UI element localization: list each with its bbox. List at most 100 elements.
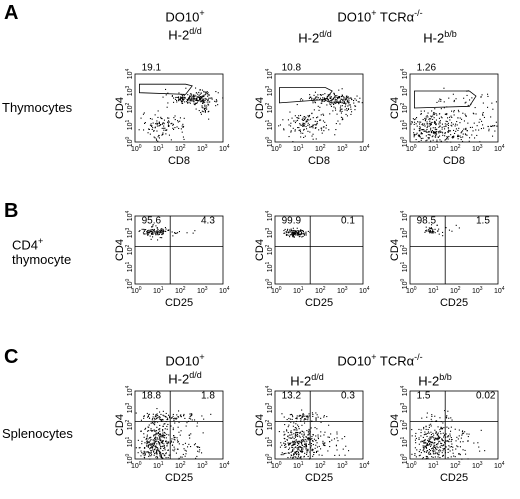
x-tick-label: 103 [337, 144, 348, 153]
quadrant-percentage: 1.5 [417, 391, 431, 402]
y-axis-title: CD4 [389, 97, 401, 119]
gate-polygon [413, 90, 477, 109]
y-axis-title: CD4 [389, 239, 401, 261]
y-tick-label: 103 [400, 402, 409, 413]
plot-frame [134, 215, 224, 285]
x-tick-label: 104 [494, 286, 505, 295]
x-tick-label: 102 [315, 144, 326, 153]
event-dots [135, 408, 212, 460]
event-dots [138, 224, 196, 241]
x-axis-title: CD25 [305, 472, 333, 484]
y-tick-label: 101 [125, 119, 134, 130]
plot-frame [274, 73, 364, 143]
x-tick-label: 100 [131, 286, 142, 295]
y-tick-label: 102 [265, 244, 274, 255]
x-tick-label: 102 [315, 461, 326, 470]
x-tick-label: 102 [450, 144, 461, 153]
y-tick-label: 102 [125, 419, 134, 430]
y-tick-label: 103 [265, 227, 274, 238]
x-tick-label: 104 [359, 461, 370, 470]
y-tick-label: 103 [400, 227, 409, 238]
y-tick-label: 100 [265, 278, 274, 289]
quadrant-percentage: 1.8 [201, 391, 215, 402]
panel-letter-a: A [4, 2, 19, 24]
y-tick-label: 100 [265, 136, 274, 147]
y-tick-label: 101 [400, 261, 409, 272]
x-tick-label: 103 [197, 286, 208, 295]
y-tick-label: 104 [400, 385, 409, 396]
x-tick-label: 100 [271, 144, 282, 153]
x-tick-label: 100 [406, 144, 417, 153]
y-tick-label: 103 [400, 85, 409, 96]
x-tick-label: 103 [337, 461, 348, 470]
y-tick-label: 103 [125, 227, 134, 238]
header-c-col2: H-2d/d [290, 372, 324, 389]
gate-polygon [278, 87, 333, 104]
header-c-col3: H-2b/b [418, 372, 452, 389]
header-a-col3: H-2b/b [423, 29, 457, 46]
event-dots [410, 87, 498, 143]
x-tick-label: 104 [359, 286, 370, 295]
quadrant-percentage: 99.9 [282, 216, 302, 227]
x-axis-title: CD8 [308, 155, 330, 167]
header-c-group: DO10+ TCRα-/- [337, 352, 423, 369]
quadrant-percentage: 13.2 [282, 391, 302, 402]
header-c-col1: DO10+ H-2d/d [165, 352, 205, 387]
x-tick-label: 104 [219, 144, 230, 153]
y-tick-label: 100 [400, 278, 409, 289]
x-tick-label: 104 [359, 144, 370, 153]
x-tick-label: 102 [175, 286, 186, 295]
header-a-col1: DO10+ H-2d/d [165, 8, 205, 43]
x-tick-label: 100 [271, 286, 282, 295]
x-axis-title: CD25 [440, 297, 468, 309]
quadrant-percentage: 19.1 [142, 63, 162, 74]
y-tick-label: 101 [400, 119, 409, 130]
x-tick-label: 100 [406, 461, 417, 470]
header-a-group: DO10+ TCRα-/- [337, 8, 423, 25]
plot-frame [409, 73, 499, 143]
x-tick-label: 103 [337, 286, 348, 295]
plot-frame [274, 215, 364, 285]
y-tick-label: 102 [265, 102, 274, 113]
y-tick-label: 102 [400, 244, 409, 255]
x-tick-label: 100 [406, 286, 417, 295]
y-tick-label: 102 [400, 102, 409, 113]
y-axis-title: CD4 [254, 97, 266, 119]
y-tick-label: 101 [400, 436, 409, 447]
y-axis-title: CD4 [114, 414, 126, 436]
y-tick-label: 104 [125, 385, 134, 396]
y-axis-title: CD4 [389, 414, 401, 436]
x-axis-title: CD25 [165, 297, 193, 309]
gate-polygon [138, 83, 193, 95]
x-tick-label: 104 [219, 461, 230, 470]
x-tick-label: 102 [175, 461, 186, 470]
quadrant-percentage: 0.02 [476, 391, 496, 402]
y-axis-title: CD4 [254, 414, 266, 436]
x-axis-title: CD8 [168, 155, 190, 167]
x-tick-label: 103 [197, 144, 208, 153]
plot-frame [409, 215, 499, 285]
y-tick-label: 104 [265, 210, 274, 221]
y-axis-title: CD4 [114, 239, 126, 261]
panel-letter-b: B [4, 200, 19, 222]
y-tick-label: 104 [265, 68, 274, 79]
y-tick-label: 100 [125, 136, 134, 147]
y-tick-label: 101 [125, 436, 134, 447]
y-tick-label: 100 [400, 453, 409, 464]
plot-frame [274, 390, 364, 460]
y-tick-label: 102 [125, 244, 134, 255]
y-tick-label: 103 [265, 402, 274, 413]
y-tick-label: 101 [265, 119, 274, 130]
x-tick-label: 103 [472, 144, 483, 153]
y-tick-label: 101 [265, 436, 274, 447]
y-tick-label: 103 [125, 402, 134, 413]
x-tick-label: 101 [153, 144, 164, 153]
quadrant-percentage: 98.5 [417, 216, 437, 227]
y-tick-label: 104 [265, 385, 274, 396]
event-dots [278, 88, 363, 143]
y-tick-label: 100 [400, 136, 409, 147]
